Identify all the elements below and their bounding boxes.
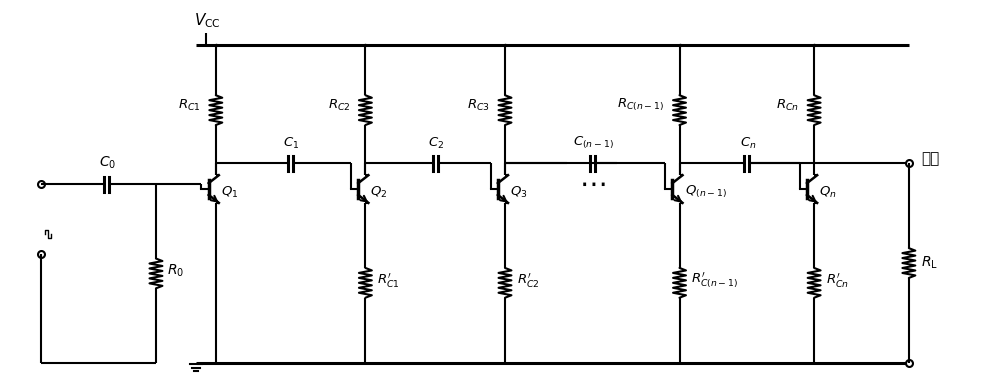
Text: $R_{Cn}'$: $R_{Cn}'$	[826, 271, 849, 289]
Text: $C_1$: $C_1$	[283, 136, 300, 151]
Text: $Q_3$: $Q_3$	[510, 184, 528, 200]
Text: $R_{\mathrm{L}}$: $R_{\mathrm{L}}$	[921, 255, 938, 271]
Text: $R_0$: $R_0$	[167, 262, 184, 279]
Text: $R_{C2}'$: $R_{C2}'$	[517, 271, 540, 289]
Text: $Q_{(n-1)}$: $Q_{(n-1)}$	[685, 184, 727, 200]
Text: $C_0$: $C_0$	[99, 155, 116, 171]
Text: $R_{C3}$: $R_{C3}$	[467, 98, 490, 113]
Text: $R_{C(n-1)}$: $R_{C(n-1)}$	[617, 97, 665, 113]
Text: $R_{C1}$: $R_{C1}$	[178, 98, 201, 113]
Text: $C_n$: $C_n$	[740, 136, 756, 151]
Text: $V_{\rm CC}$: $V_{\rm CC}$	[194, 11, 221, 30]
Text: $\cdots$: $\cdots$	[579, 170, 606, 198]
Text: $R_{C1}'$: $R_{C1}'$	[377, 271, 400, 289]
Text: $Q_n$: $Q_n$	[819, 184, 837, 200]
Text: $R_{Cn}$: $R_{Cn}$	[776, 98, 799, 113]
Text: $Q_2$: $Q_2$	[370, 184, 388, 200]
Text: $R_{C2}$: $R_{C2}$	[328, 98, 350, 113]
Text: $C_2$: $C_2$	[428, 136, 444, 151]
Text: $C_{(n-1)}$: $C_{(n-1)}$	[573, 135, 614, 151]
Text: $Q_1$: $Q_1$	[221, 184, 238, 200]
Text: 输出: 输出	[921, 151, 939, 166]
Text: $R_{C(n-1)}'$: $R_{C(n-1)}'$	[691, 270, 739, 290]
